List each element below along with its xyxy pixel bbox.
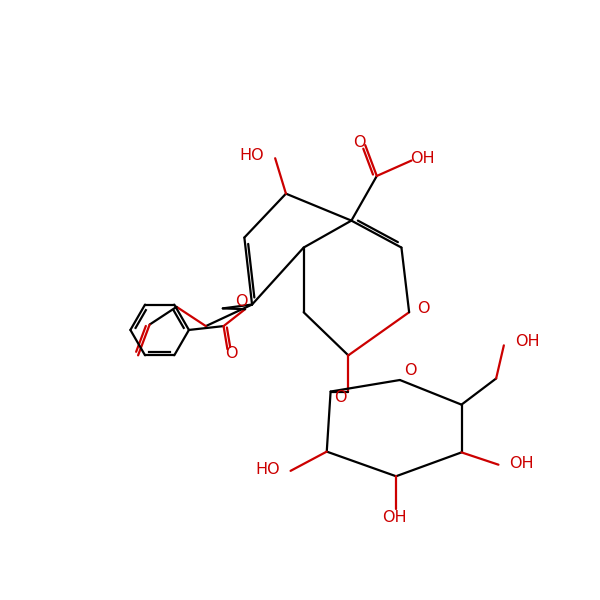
Text: O: O	[334, 390, 347, 405]
Text: O: O	[235, 294, 248, 309]
Text: HO: HO	[240, 148, 265, 163]
Text: OH: OH	[410, 151, 434, 166]
Text: OH: OH	[509, 455, 534, 470]
Text: HO: HO	[255, 462, 280, 477]
Text: O: O	[353, 136, 365, 151]
Text: O: O	[417, 301, 430, 316]
Text: OH: OH	[382, 509, 407, 524]
Text: O: O	[225, 346, 238, 361]
Text: O: O	[404, 363, 416, 378]
Text: OH: OH	[515, 334, 539, 349]
